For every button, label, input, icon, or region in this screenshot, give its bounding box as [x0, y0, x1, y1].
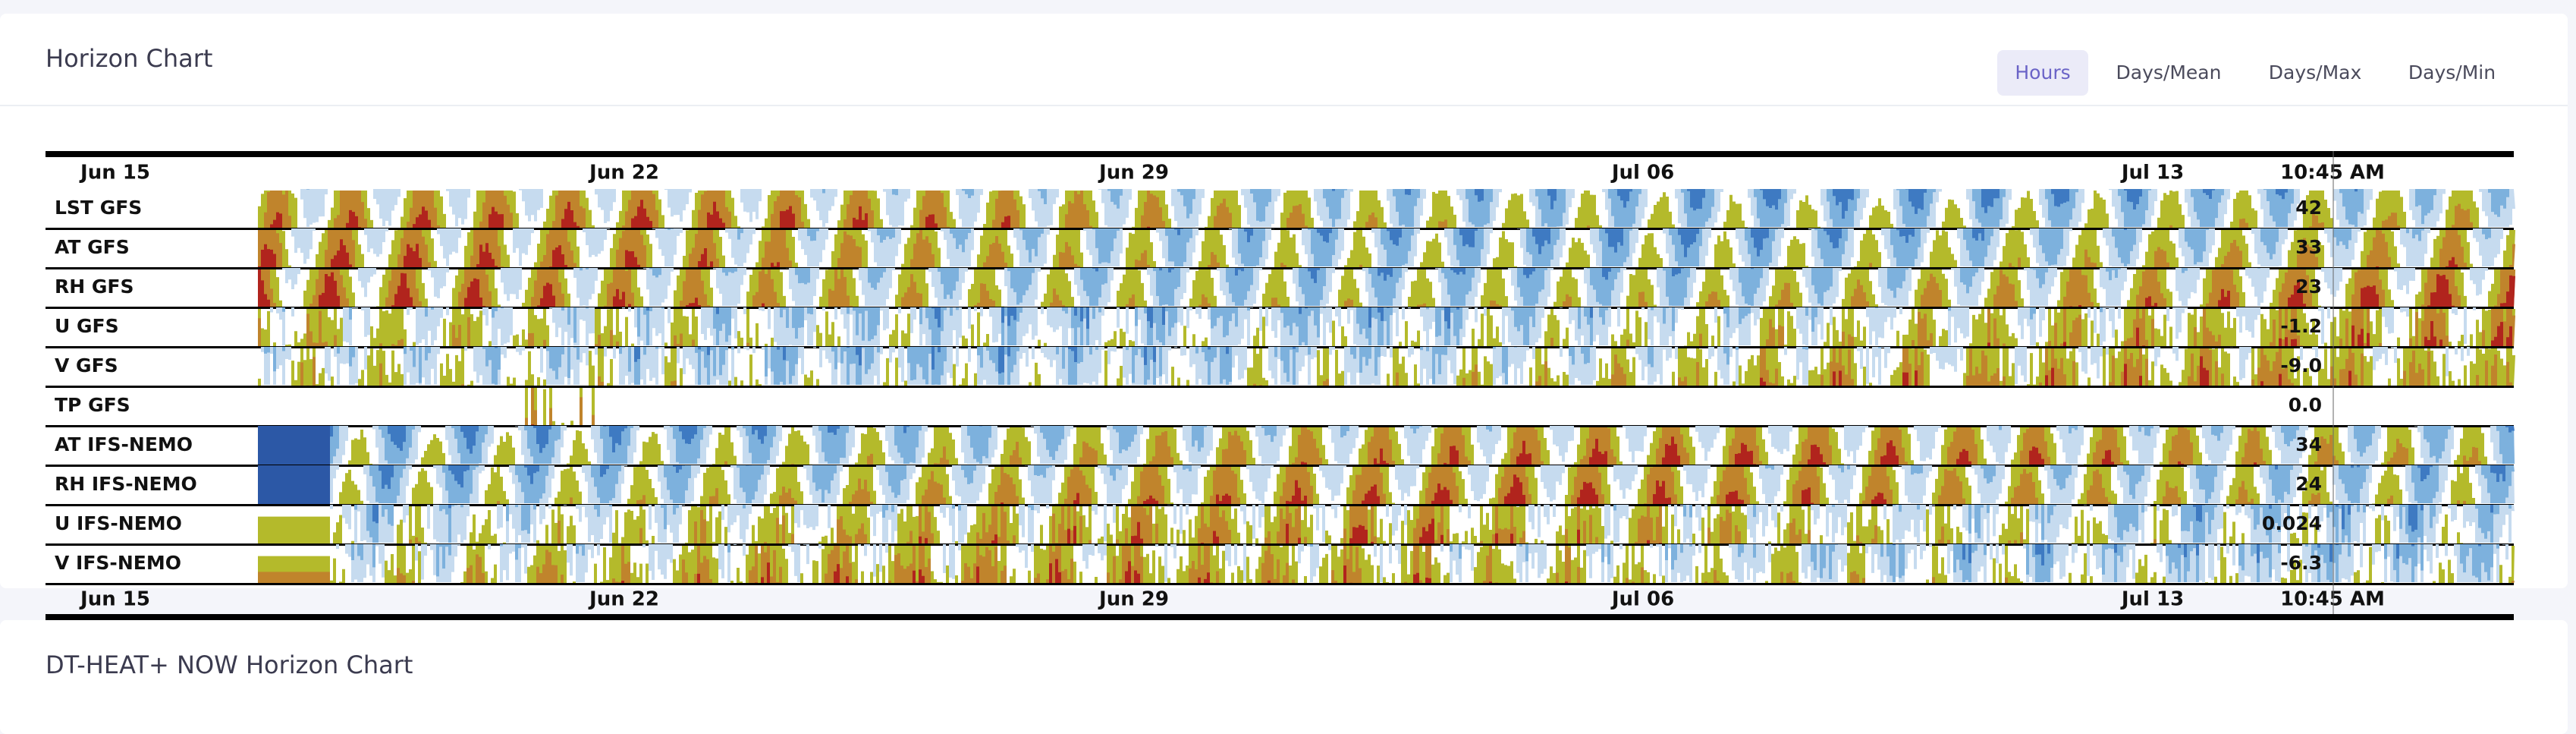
horizon-block	[258, 426, 330, 465]
axis-bar	[46, 614, 2514, 620]
divider	[0, 105, 2568, 106]
row-label: V GFS	[55, 354, 118, 376]
row-line	[46, 504, 2514, 506]
horizon-band	[330, 426, 2515, 454]
row-line	[46, 465, 2514, 467]
row-value: 24	[2295, 473, 2322, 495]
date-label: Jun 15	[79, 588, 150, 611]
card-title: DT-HEAT+ NOW Horizon Chart	[46, 651, 413, 679]
horizon-band	[258, 307, 2515, 345]
horizon-band	[330, 467, 2515, 505]
horizon-band	[330, 465, 2515, 503]
horizon-band	[258, 309, 2515, 347]
tab[interactable]: Days/Min	[2408, 61, 2496, 83]
horizon-band	[258, 388, 2515, 426]
horizon-band	[330, 518, 2515, 544]
row-value: 0.0	[2289, 394, 2322, 416]
horizon-row	[46, 388, 2515, 427]
horizon-block	[258, 465, 330, 505]
horizon-band	[258, 239, 2515, 268]
row-value: 42	[2295, 197, 2322, 219]
horizon-row	[46, 505, 2515, 546]
horizon-row	[46, 465, 2515, 506]
date-label: Jun 22	[588, 588, 659, 611]
row-line	[46, 543, 2514, 546]
row-line	[46, 228, 2514, 230]
row-label: AT IFS-NEMO	[55, 433, 193, 455]
row-label: U IFS-NEMO	[55, 512, 182, 534]
horizon-band	[258, 189, 2515, 227]
horizon-band	[330, 559, 2515, 584]
horizon-row	[46, 307, 2515, 348]
tab[interactable]: Days/Mean	[2116, 61, 2222, 83]
date-label: Jun 15	[79, 162, 150, 184]
date-label: Jul 06	[1610, 162, 1674, 184]
row-label: RH IFS-NEMO	[55, 473, 197, 495]
horizon-band	[258, 191, 2515, 228]
row-value: -1.2	[2280, 315, 2322, 337]
horizon-block	[258, 516, 330, 544]
row-label: RH GFS	[55, 276, 134, 298]
horizon-band	[330, 436, 2515, 465]
horizon-band	[258, 348, 2515, 386]
horizon-band	[258, 388, 2515, 426]
horizon-row	[46, 347, 2515, 388]
date-label: Jul 06	[1610, 588, 1674, 611]
horizon-band	[330, 426, 2515, 464]
date-label: Jul 13	[2120, 162, 2184, 184]
horizon-row	[46, 268, 2515, 309]
horizon-band	[258, 269, 2515, 307]
row-value: 34	[2295, 433, 2322, 455]
tab[interactable]: Hours	[1997, 50, 2088, 96]
row-line	[46, 386, 2514, 388]
tab[interactable]: Days/Max	[2268, 61, 2362, 83]
horizon-band	[258, 309, 2515, 347]
horizon-band	[330, 544, 2515, 565]
row-value: -9.0	[2280, 354, 2322, 376]
date-label: Jun 29	[1098, 588, 1169, 611]
row-value: 0.024	[2262, 512, 2322, 534]
row-label: LST GFS	[55, 197, 142, 219]
horizon-row	[46, 426, 2515, 467]
date-label: Jun 22	[588, 162, 659, 184]
row-value: -6.3	[2280, 552, 2322, 574]
horizon-band	[258, 200, 2515, 228]
row-line	[46, 267, 2514, 269]
row-label: TP GFS	[55, 394, 130, 416]
horizon-band	[258, 347, 2515, 385]
second-card: DT-HEAT+ NOW Horizon Chart	[0, 620, 2568, 734]
horizon-band	[258, 230, 2515, 268]
horizon-band	[258, 189, 2515, 227]
horizon-band	[258, 268, 2515, 283]
row-label: U GFS	[55, 315, 119, 337]
horizon-band	[258, 347, 2515, 385]
date-label: Jun 29	[1098, 162, 1169, 184]
horizon-band	[258, 269, 2515, 307]
row-label: AT GFS	[55, 236, 130, 258]
row-label: V IFS-NEMO	[55, 552, 181, 574]
horizon-row	[46, 189, 2515, 230]
row-value: 23	[2295, 276, 2322, 298]
horizon-band	[330, 505, 2515, 543]
date-label: Jul 13	[2120, 588, 2184, 611]
card-title: Horizon Chart	[46, 44, 213, 73]
horizon-band	[258, 191, 2515, 228]
horizon-band	[330, 506, 2515, 544]
horizon-band	[258, 268, 2515, 306]
horizon-row	[46, 544, 2515, 585]
row-value: 33	[2295, 236, 2322, 258]
horizon-row	[46, 228, 2515, 269]
row-line	[46, 583, 2514, 585]
horizon-band	[258, 228, 2515, 266]
horizon-block	[258, 572, 330, 584]
axis-bar	[46, 151, 2514, 157]
